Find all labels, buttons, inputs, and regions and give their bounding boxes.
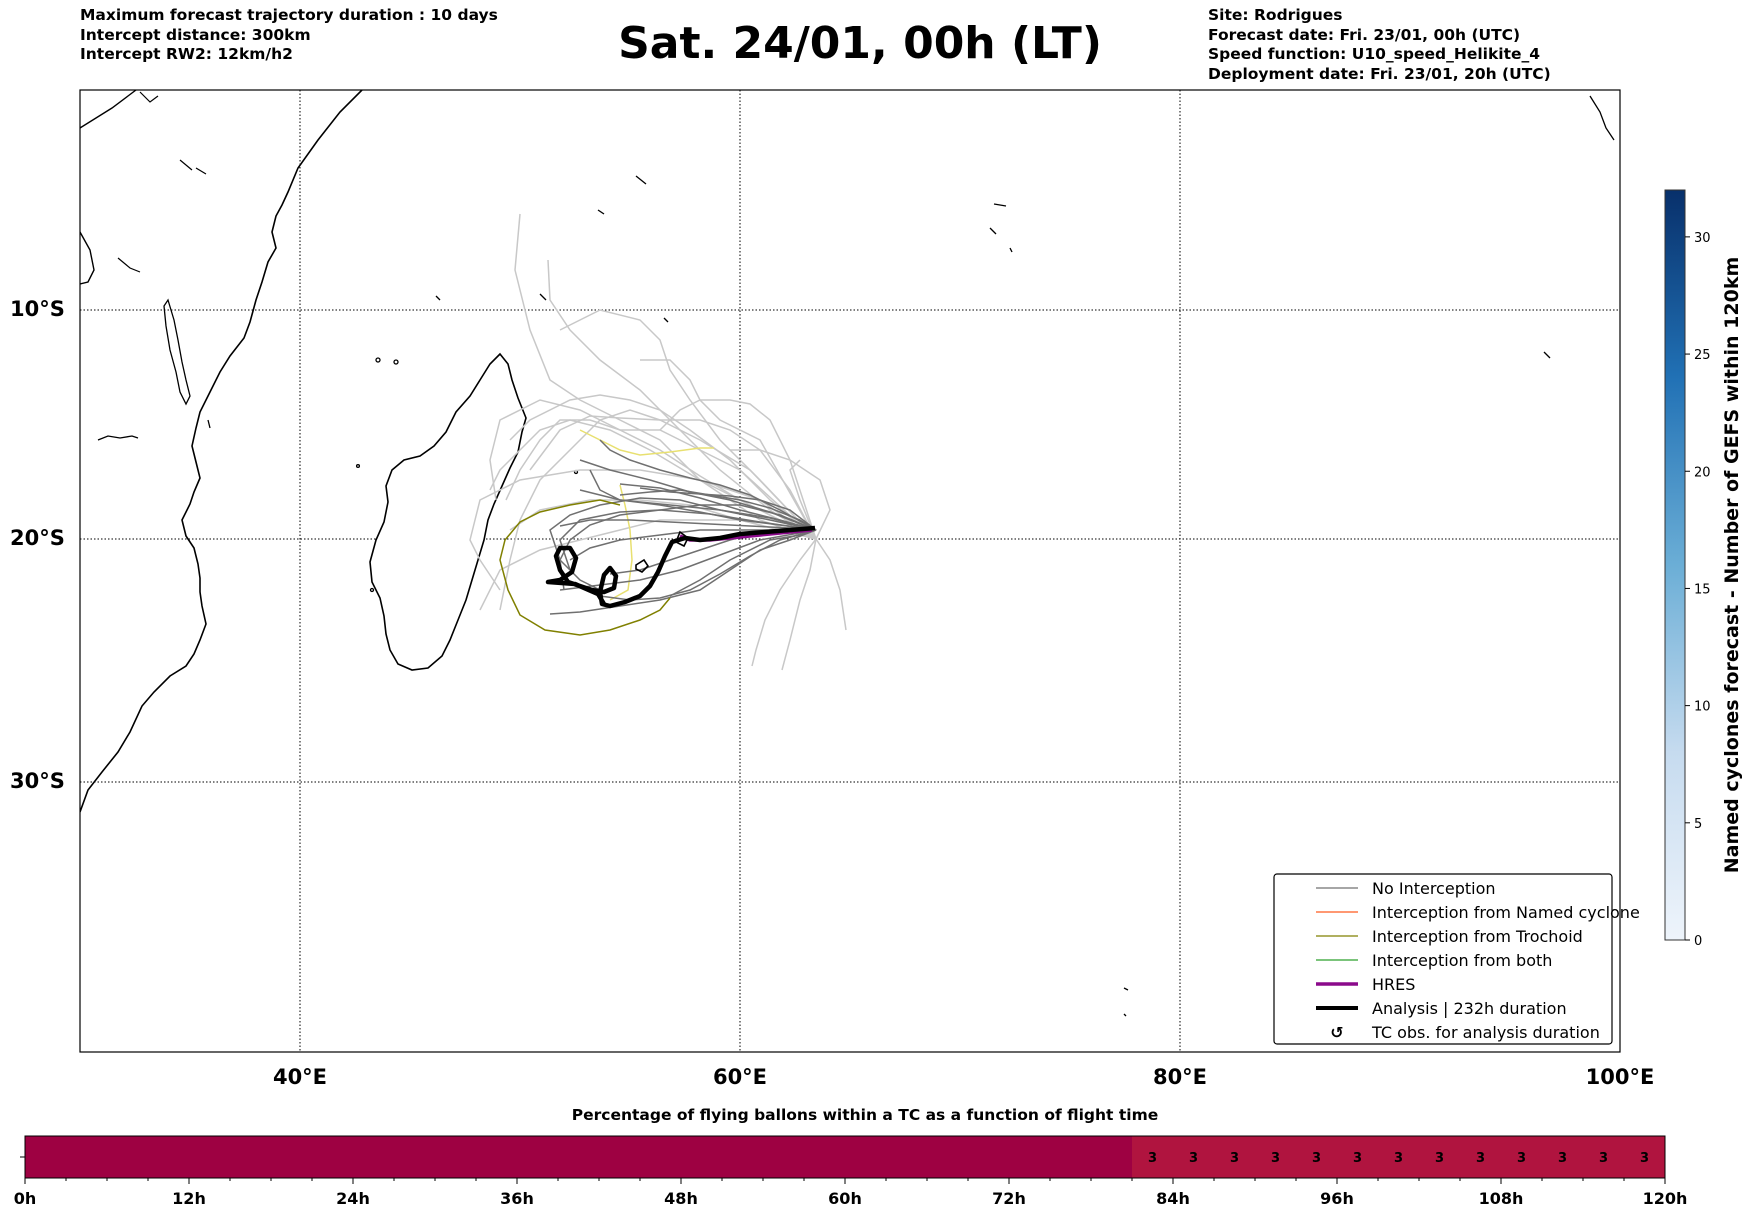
- colorbar-tick-label: 10: [1694, 700, 1711, 715]
- colorbar-tick-label: 15: [1694, 582, 1711, 597]
- arabia-fragments: [117, 91, 207, 273]
- time-bar: Percentage of flying ballons within a TC…: [14, 1106, 1688, 1208]
- time-bar-value-label: 3: [1476, 1151, 1485, 1166]
- colorbar-tick-label: 20: [1694, 465, 1711, 480]
- lat-label-20s: 20°S: [10, 526, 65, 550]
- legend-label: HRES: [1372, 975, 1415, 994]
- colorbar-gradient: [1664, 189, 1686, 941]
- time-bar-tick-label: 12h: [172, 1189, 206, 1208]
- tc-obs-symbol-icon: ↺: [1330, 1023, 1343, 1042]
- legend-label: Analysis | 232h duration: [1372, 999, 1567, 1018]
- trochoid-trajectory: [499, 499, 671, 636]
- time-bar-value-label: 3: [1517, 1151, 1526, 1166]
- horn-coastline: [80, 90, 137, 285]
- legend-label: No Interception: [1372, 879, 1496, 898]
- colorbar-tick-label: 5: [1694, 817, 1702, 832]
- analysis-loop-marker: [674, 530, 690, 548]
- time-bar-value-label: 3: [1189, 1151, 1198, 1166]
- header-forecast-date: Forecast date: Fri. 23/01, 00h (UTC): [1208, 25, 1521, 44]
- lon-label-60e: 60°E: [713, 1065, 767, 1089]
- colorbar: 0 5 10 15 20 25 30 Named cyclones forecast - N…: [1664, 189, 1743, 949]
- colorbar-tick-label: 25: [1694, 348, 1711, 363]
- time-bar-value-label: 3: [1271, 1151, 1280, 1166]
- africa-coastline: [80, 90, 363, 813]
- time-bar-value-label: 3: [1640, 1151, 1649, 1166]
- time-bar-value-label: 3: [1435, 1151, 1444, 1166]
- time-bar-title: Percentage of flying ballons within a TC…: [572, 1106, 1159, 1124]
- header-duration: Maximum forecast trajectory duration : 1…: [80, 6, 498, 24]
- time-bar-tick-label: 72h: [992, 1189, 1026, 1208]
- time-bar-tick-label: 0h: [14, 1189, 37, 1208]
- legend-box: [1273, 873, 1613, 1045]
- lat-label-30s: 30°S: [10, 769, 65, 793]
- legend-label: Interception from both: [1372, 951, 1552, 970]
- time-bar-tick-label: 84h: [1156, 1189, 1190, 1208]
- time-bar-value-label: 3: [1148, 1151, 1157, 1166]
- time-bar-tick-label: 108h: [1479, 1189, 1524, 1208]
- legend-label: Interception from Named cyclone: [1372, 903, 1640, 922]
- madagascar-coastline: [369, 352, 527, 671]
- legend-item-hres: HRES: [1316, 975, 1415, 994]
- analysis-trajectory: [545, 525, 816, 609]
- time-bar-segment: [25, 1136, 1132, 1178]
- time-bar-value-label: 3: [1558, 1151, 1567, 1166]
- analysis-loop-small: [635, 558, 650, 573]
- map-content: [80, 90, 1620, 1052]
- legend-item-analysis: Analysis | 232h duration: [1316, 999, 1567, 1018]
- legend-item-both: Interception from both: [1316, 951, 1552, 970]
- time-bar-value-label: 3: [1353, 1151, 1362, 1166]
- time-bar-tick-label: 120h: [1643, 1189, 1688, 1208]
- time-bar-tick-label: 24h: [336, 1189, 370, 1208]
- colorbar-tick-label: 30: [1694, 231, 1711, 246]
- legend-label: Interception from Trochoid: [1372, 927, 1583, 946]
- legend: No Interception Interception from Named c…: [1273, 873, 1640, 1045]
- header-info-left: Maximum forecast trajectory duration : 1…: [80, 6, 498, 65]
- header-intercept-rw2: Intercept RW2: 12km/h2: [80, 45, 293, 63]
- lon-label-40e: 40°E: [273, 1065, 327, 1089]
- time-bar-value-label: 3: [1230, 1151, 1239, 1166]
- header-intercept-distance: Intercept distance: 300km: [80, 25, 311, 44]
- lon-label-100e: 100°E: [1586, 1065, 1655, 1089]
- time-bar-segment: [1132, 1136, 1665, 1178]
- colorbar-label: Named cyclones forecast - Number of GEFS…: [1721, 257, 1743, 874]
- time-bar-tick-label: 36h: [500, 1189, 534, 1208]
- time-bar-tick-label: 48h: [664, 1189, 698, 1208]
- time-bar-value-label: 3: [1599, 1151, 1608, 1166]
- header-site: Site: Rodrigues: [1208, 6, 1343, 24]
- lon-label-80e: 80°E: [1153, 1065, 1207, 1089]
- page-title: Sat. 24/01, 00h (LT): [618, 18, 1102, 69]
- colorbar-tick-label: 0: [1694, 934, 1702, 949]
- legend-item-tc_obs: ↺ TC obs. for analysis duration: [1330, 1023, 1600, 1042]
- time-bar-value-label: 3: [1394, 1151, 1403, 1166]
- legend-item-no_interception: No Interception: [1316, 879, 1496, 898]
- legend-item-named_cyclone: Interception from Named cyclone: [1316, 903, 1640, 922]
- small-islands: [97, 95, 1615, 1017]
- legend-label: TC obs. for analysis duration: [1371, 1023, 1600, 1042]
- lat-label-10s: 10°S: [10, 297, 65, 321]
- legend-item-trochoid: Interception from Trochoid: [1316, 927, 1583, 946]
- header-deployment-date: Deployment date: Fri. 23/01, 20h (UTC): [1208, 64, 1551, 83]
- header-speed-function: Speed function: U10_speed_Helikite_4: [1208, 45, 1541, 63]
- time-bar-value-label: 3: [1312, 1151, 1321, 1166]
- time-bar-tick-label: 96h: [1320, 1189, 1354, 1208]
- header-info-right: Site: Rodrigues Forecast date: Fri. 23/0…: [1208, 6, 1551, 84]
- time-bar-tick-label: 60h: [828, 1189, 862, 1208]
- map-gridlines: [80, 90, 1620, 1052]
